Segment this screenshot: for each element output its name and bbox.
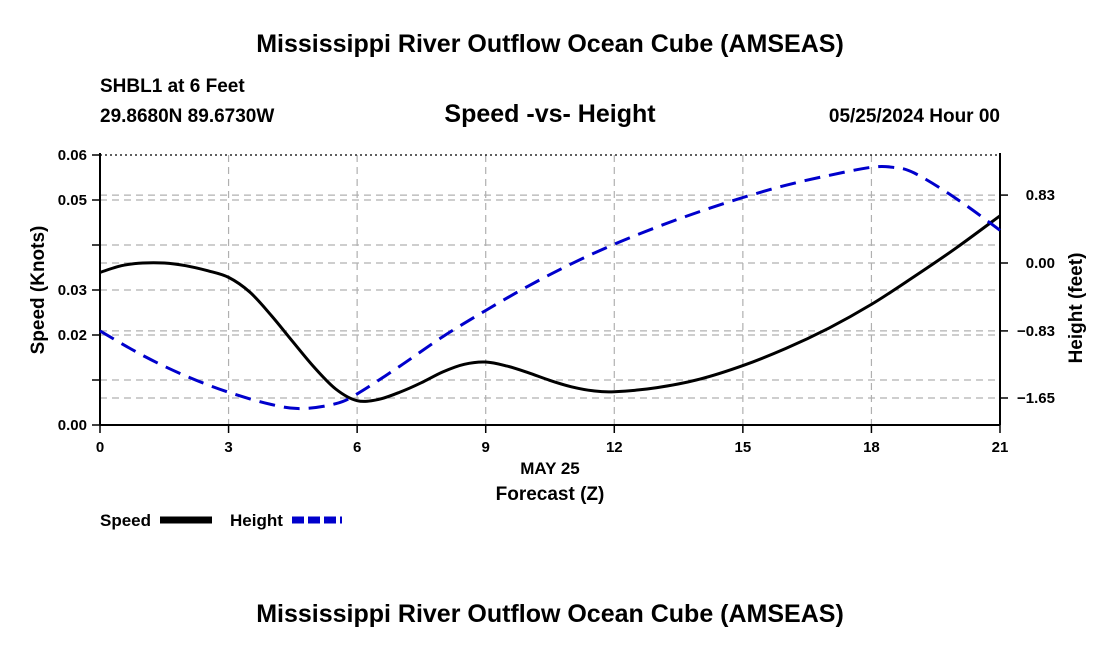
legend-label-speed: Speed	[100, 511, 151, 530]
chart-subtitle: Speed -vs- Height	[444, 100, 656, 128]
x-tick-label: 3	[224, 439, 232, 456]
x-axis-sublabel: MAY 25	[520, 459, 580, 478]
x-tick-label: 12	[606, 439, 623, 456]
x-axis-label: Forecast (Z)	[496, 484, 605, 505]
y2-tick-label: −0.83	[1017, 323, 1055, 340]
y-tick-label: 0.06	[58, 147, 87, 164]
x-tick-label: 15	[735, 439, 752, 456]
y2-axis-label: Height (feet)	[1066, 253, 1087, 364]
y2-tick-label: 0.00	[1026, 255, 1055, 272]
footer-title: Mississippi River Outflow Ocean Cube (AM…	[256, 600, 844, 628]
chart-main-title: Mississippi River Outflow Ocean Cube (AM…	[256, 30, 844, 58]
y-tick-label: 0.05	[58, 192, 87, 209]
legend-label-height: Height	[230, 511, 283, 530]
y-axis-label: Speed (Knots)	[28, 226, 49, 355]
x-tick-label: 9	[482, 439, 490, 456]
x-tick-label: 21	[992, 439, 1009, 456]
y-tick-label: 0.00	[58, 417, 87, 434]
y2-tick-label: 0.83	[1026, 187, 1055, 204]
series-line-speed	[99, 214, 1001, 403]
y-tick-label: 0.03	[58, 282, 87, 299]
forecast-datetime: 05/25/2024 Hour 00	[828, 106, 1000, 127]
x-tick-label: 0	[96, 439, 104, 456]
series-line-height	[99, 164, 1001, 411]
x-tick-label: 6	[353, 439, 361, 456]
y2-tick-label: −1.65	[1017, 390, 1055, 407]
y-tick-label: 0.02	[58, 327, 87, 344]
x-tick-label: 18	[863, 439, 880, 456]
station-label: SHBL1 at 6 Feet	[100, 76, 245, 97]
station-coordinates: 29.8680N 89.6730W	[100, 106, 275, 127]
